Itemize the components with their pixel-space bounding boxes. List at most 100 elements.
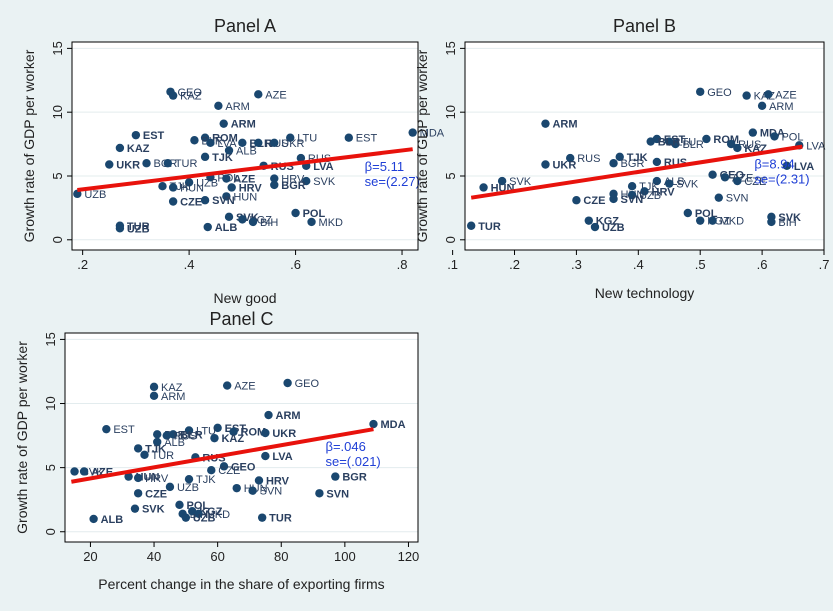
point-label: AZE bbox=[775, 89, 796, 101]
point-label: CZE bbox=[744, 176, 766, 188]
y-tick-label: 5 bbox=[43, 464, 58, 471]
data-point bbox=[541, 119, 550, 128]
point-label: GEO bbox=[231, 461, 256, 473]
point-label: TJK bbox=[212, 152, 233, 164]
point-label: SVN bbox=[621, 194, 644, 206]
x-tick-label: 80 bbox=[274, 549, 288, 564]
point-label: LVA bbox=[313, 161, 333, 173]
panel-title: Panel B bbox=[613, 16, 676, 36]
x-tick-label: .2 bbox=[509, 257, 520, 272]
point-label: HRV bbox=[281, 174, 305, 186]
data-point bbox=[207, 465, 216, 475]
data-point bbox=[696, 216, 705, 225]
point-label: CZE bbox=[583, 195, 605, 207]
point-label: GEO bbox=[707, 87, 732, 99]
plot-border bbox=[464, 41, 825, 251]
data-point bbox=[248, 217, 258, 227]
point-label: LVA bbox=[217, 138, 237, 150]
data-point bbox=[254, 138, 263, 148]
point-label: ARM bbox=[231, 119, 256, 131]
x-tick-label: .6 bbox=[290, 257, 301, 272]
data-point bbox=[219, 119, 228, 128]
point-label: ARM bbox=[276, 410, 301, 422]
data-point bbox=[206, 138, 215, 148]
point-label: UZB bbox=[84, 189, 106, 201]
point-label: TJK bbox=[196, 474, 216, 486]
data-point bbox=[219, 462, 229, 471]
data-point bbox=[133, 489, 143, 498]
data-point bbox=[203, 222, 212, 232]
point-label: AZE bbox=[265, 89, 286, 101]
point-label: EST bbox=[113, 424, 135, 436]
data-point bbox=[200, 133, 210, 142]
point-label: UZB bbox=[602, 222, 625, 234]
point-label: POL bbox=[781, 131, 803, 143]
se-annotation: se=(2.27) bbox=[365, 174, 420, 189]
plot-border bbox=[71, 41, 419, 251]
point-label: SVK bbox=[676, 179, 699, 191]
data-point bbox=[105, 160, 114, 169]
data-point bbox=[238, 138, 247, 148]
data-point bbox=[232, 483, 241, 493]
x-axis-title: New good bbox=[213, 290, 276, 306]
data-point bbox=[181, 513, 191, 522]
data-point bbox=[261, 428, 270, 438]
x-tick-label: .2 bbox=[77, 257, 88, 272]
data-point bbox=[609, 194, 618, 204]
x-tick-label: .4 bbox=[184, 257, 195, 272]
y-tick-label: 0 bbox=[43, 528, 58, 535]
x-tick-label: 20 bbox=[83, 549, 97, 564]
point-label: UZB bbox=[193, 513, 216, 525]
data-point bbox=[184, 178, 194, 187]
y-axis-title: Growth rate of GDP per worker bbox=[14, 341, 30, 534]
data-point bbox=[767, 217, 776, 227]
se-annotation: se=(.021) bbox=[325, 454, 380, 469]
point-label: BLR bbox=[682, 139, 703, 151]
data-point bbox=[408, 128, 417, 137]
data-point bbox=[224, 146, 234, 155]
data-point bbox=[665, 179, 674, 188]
data-point bbox=[227, 183, 236, 192]
point-label: ARM bbox=[552, 119, 577, 131]
point-label: KGZ bbox=[199, 506, 223, 518]
point-label: TUR bbox=[269, 513, 292, 525]
point-label: TJK bbox=[145, 443, 166, 455]
point-label: SVK bbox=[142, 504, 165, 516]
data-point bbox=[194, 509, 203, 518]
point-label: GEO bbox=[177, 87, 202, 99]
point-label: BLR bbox=[658, 137, 681, 149]
data-point bbox=[222, 381, 232, 390]
data-point bbox=[131, 130, 141, 140]
data-point bbox=[229, 427, 238, 436]
point-label: MKD bbox=[206, 509, 231, 521]
point-label: KAZ bbox=[161, 382, 183, 394]
data-point bbox=[331, 472, 340, 481]
data-point bbox=[149, 382, 159, 392]
data-point bbox=[671, 139, 680, 149]
panel-a: 0 5 10 15 .2 .4 .6 .8 Panel A New good Growth rate… bbox=[21, 16, 445, 306]
data-point bbox=[222, 174, 231, 183]
data-point bbox=[302, 176, 311, 186]
point-label: HUN bbox=[180, 182, 204, 194]
y-tick-label: 10 bbox=[443, 105, 458, 119]
point-label: LTU bbox=[297, 133, 317, 145]
data-point bbox=[224, 212, 234, 222]
point-label: KGZ bbox=[596, 216, 620, 228]
data-point bbox=[726, 139, 736, 149]
data-point bbox=[572, 196, 581, 205]
data-point bbox=[369, 419, 378, 429]
data-point bbox=[184, 426, 194, 435]
data-point bbox=[646, 137, 655, 146]
point-label: LTU bbox=[676, 137, 696, 149]
data-point bbox=[541, 160, 550, 169]
y-tick-label: 0 bbox=[443, 236, 458, 243]
data-point bbox=[497, 176, 507, 186]
data-point bbox=[782, 161, 792, 170]
data-point bbox=[238, 215, 247, 224]
data-point bbox=[115, 143, 125, 153]
data-point bbox=[175, 500, 184, 510]
point-label: KAZ bbox=[180, 91, 202, 103]
data-point bbox=[162, 431, 171, 440]
data-point bbox=[479, 183, 488, 192]
data-point bbox=[153, 437, 162, 447]
